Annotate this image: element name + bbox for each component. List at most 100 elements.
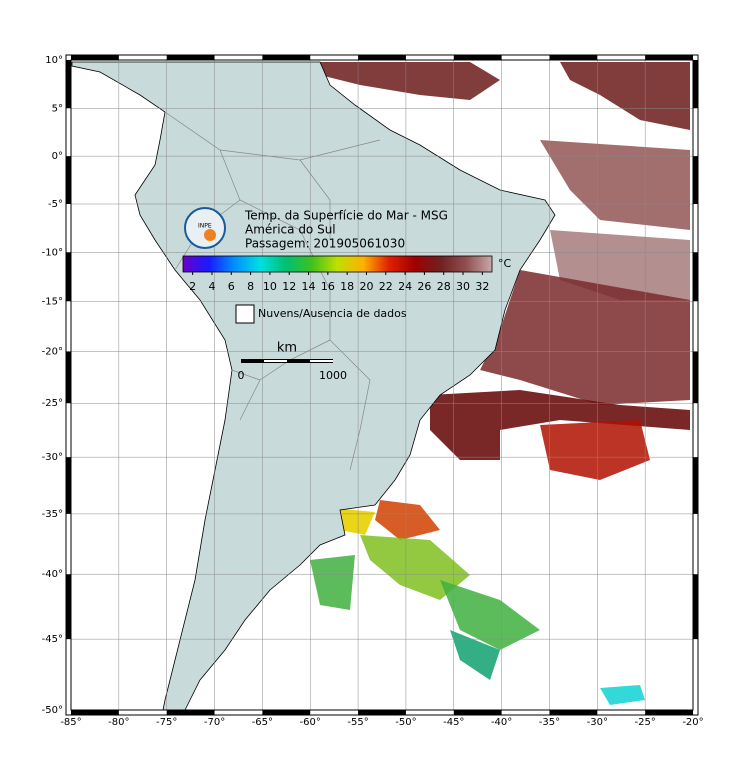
y-tick-label: -5°	[48, 199, 63, 210]
frame-segment	[645, 710, 693, 715]
frame-segment	[453, 55, 502, 60]
logo-sun	[204, 229, 216, 241]
colorbar-tick-label: 14	[302, 280, 316, 293]
frame-segment	[693, 457, 698, 514]
colorbar-tick-label: 20	[359, 280, 373, 293]
y-tick-label: -15°	[42, 296, 63, 307]
title-line: Passagem: 201905061030	[245, 237, 405, 251]
y-tick-label: -35°	[42, 509, 63, 520]
sst-patch	[450, 630, 500, 680]
frame	[65, 54, 699, 716]
frame-segment	[358, 710, 406, 715]
scale-label: 1000	[319, 369, 347, 382]
y-tick-label: 0°	[52, 151, 63, 162]
x-tick-label: -35°	[539, 717, 560, 728]
colorbar-ramp	[182, 255, 493, 273]
scale-label: 0	[238, 369, 245, 382]
frame-segment	[66, 156, 71, 205]
frame-segment	[693, 156, 698, 205]
y-tick-label: -20°	[42, 346, 63, 357]
sst-patch	[305, 62, 690, 130]
colorbar-tick-label: 10	[263, 280, 277, 293]
x-tick-label: -80°	[108, 717, 129, 728]
frame-segment	[262, 55, 311, 60]
colorbar-tick-label: 8	[247, 280, 254, 293]
y-tick-label: -45°	[42, 634, 63, 645]
sst-patch	[375, 500, 440, 540]
x-tick-label: -75°	[156, 717, 177, 728]
colorbar-unit: °C	[498, 257, 512, 270]
scale-bar-rect	[264, 360, 287, 362]
sst-patch	[540, 420, 650, 480]
frame-segment	[549, 710, 598, 715]
frame-segment	[693, 574, 698, 640]
colorbar-tick-label: 28	[437, 280, 451, 293]
colorbar-tick-label: 18	[340, 280, 354, 293]
x-tick-label: -55°	[347, 717, 368, 728]
colorbar-tick-label: 22	[379, 280, 393, 293]
frame-segment	[693, 252, 698, 302]
frame-segment	[262, 710, 311, 715]
title-line: América do Sul	[245, 223, 336, 237]
sst-patch	[310, 555, 540, 650]
no-data-swatch	[235, 304, 255, 324]
sst-patch	[540, 140, 690, 230]
logo-text: INPE	[198, 223, 212, 230]
y-tick-label: -10°	[42, 247, 63, 258]
x-tick-label: -65°	[252, 717, 273, 728]
frame-border	[70, 59, 694, 711]
frame-segment	[66, 60, 71, 109]
y-tick-label: -25°	[42, 398, 63, 409]
y-tick-label: 10°	[45, 55, 63, 66]
scale-unit: km	[277, 341, 297, 356]
frame-border	[65, 54, 699, 716]
x-tick-label: -60°	[300, 717, 321, 728]
frame-segment	[693, 351, 698, 404]
sst-layer	[305, 62, 690, 705]
frame-segment	[66, 252, 71, 302]
frame-segment	[71, 710, 119, 715]
frame-segment	[645, 55, 693, 60]
colorbar-tick-label: 6	[228, 280, 235, 293]
y-tick-label: -30°	[42, 452, 63, 463]
logo: INPE	[184, 207, 226, 249]
frame-segment	[166, 55, 215, 60]
scale-bar-rect	[310, 360, 333, 362]
frame-segment	[66, 457, 71, 514]
frame-segment	[549, 55, 598, 60]
colorbar: 2 4 6 8 10 12 14 16 18 20 22 24 26 28 30 32	[182, 255, 493, 293]
y-tick-label: 5°	[52, 103, 63, 114]
frame-segment	[66, 574, 71, 640]
scale-bar	[241, 359, 333, 363]
sst-patch	[600, 685, 645, 705]
colorbar-tick-label: 16	[321, 280, 335, 293]
x-tick-label: -85°	[60, 717, 81, 728]
frame-segment	[66, 351, 71, 404]
frame-segment	[453, 710, 502, 715]
x-tick-label: -40°	[491, 717, 512, 728]
title-line: Temp. da Superfície do Mar - MSG	[244, 209, 448, 223]
x-tick-label: -45°	[443, 717, 464, 728]
y-tick-label: -40°	[42, 569, 63, 580]
colorbar-tick-label: 4	[208, 280, 215, 293]
frame-segment	[71, 55, 119, 60]
no-data-label: Nuvens/Ausencia de dados	[258, 307, 407, 320]
x-tick-label: -70°	[204, 717, 225, 728]
colorbar-tick-label: 2	[189, 280, 196, 293]
colorbar-tick-label: 24	[398, 280, 412, 293]
frame-segment	[358, 55, 406, 60]
colorbar-tick-label: 30	[456, 280, 470, 293]
x-tick-label: -25°	[634, 717, 655, 728]
y-tick-label: -50°	[42, 705, 63, 716]
frame-segment	[693, 60, 698, 109]
colorbar-tick-label: 12	[282, 280, 296, 293]
sst-patch	[430, 390, 690, 460]
x-tick-label: -30°	[587, 717, 608, 728]
colorbar-tick-label: 32	[475, 280, 489, 293]
x-tick-label: -50°	[395, 717, 416, 728]
sst-patch	[480, 270, 690, 405]
x-tick-label: -20°	[682, 717, 703, 728]
frame-segment	[166, 710, 215, 715]
colorbar-tick-label: 26	[417, 280, 431, 293]
